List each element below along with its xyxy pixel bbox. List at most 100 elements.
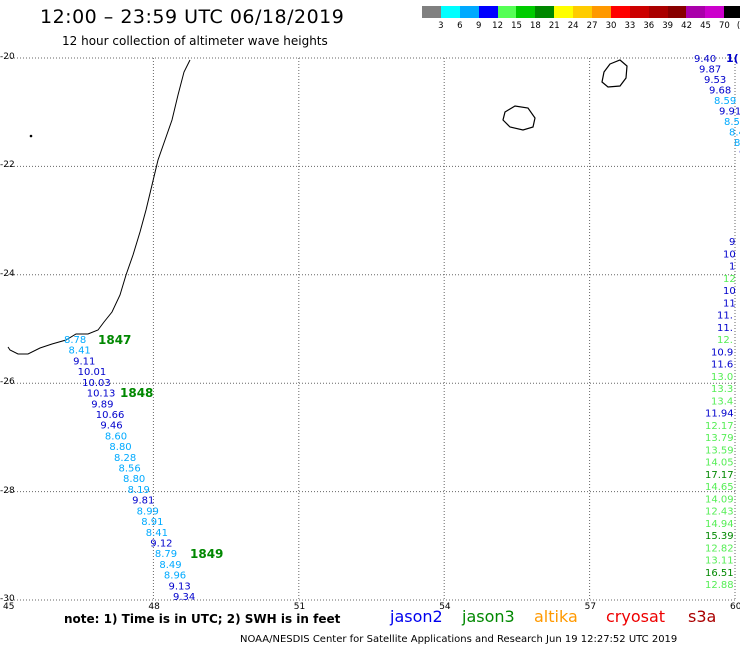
wave-height-label: 14.09	[705, 494, 734, 505]
wave-height-label: 9.81	[132, 496, 154, 507]
y-tick-label: -28	[0, 485, 15, 496]
satellite-label-s3a: s3a	[688, 607, 717, 626]
legend-swatch	[648, 6, 668, 18]
wave-height-label: 9.34	[173, 592, 195, 603]
wave-height-label: 8.80	[123, 474, 145, 485]
wave-height-label: 8.41	[69, 346, 91, 357]
wave-height-label: 8.59	[714, 96, 736, 107]
wave-height-label: 1	[729, 262, 735, 273]
wave-height-label: 9.40	[694, 54, 716, 65]
legend-swatch	[516, 6, 536, 18]
y-tick-label: -20	[0, 52, 15, 62]
wave-height-label: 8.28	[114, 453, 136, 464]
footer-note: note: 1) Time is in UTC; 2) SWH is in fe…	[64, 612, 341, 626]
wave-height-label: 13.3	[711, 384, 733, 395]
x-tick-label: 60	[730, 602, 740, 612]
wave-height-label: 9	[729, 237, 735, 248]
legend-label: 12	[492, 21, 504, 31]
y-tick-label: -30	[0, 594, 15, 604]
coastline	[7, 59, 191, 355]
legend-swatch	[629, 6, 649, 18]
wave-height-label: 10.03	[82, 378, 111, 389]
wave-height-label: 9.11	[73, 356, 95, 367]
color-legend	[422, 6, 740, 18]
legend-swatch	[554, 6, 574, 18]
wave-height-label: 14.05	[705, 458, 734, 469]
satellite-label-altika: altika	[534, 607, 578, 626]
wave-height-label: 8.54	[724, 117, 740, 128]
legend-swatch	[686, 6, 706, 18]
mauritius-island	[601, 59, 628, 88]
wave-height-label: 9.12	[150, 538, 172, 549]
wave-height-label: 1(	[726, 52, 739, 65]
wave-height-label: 14.65	[705, 482, 734, 493]
wave-height-label: 9.46	[100, 421, 122, 432]
legend-label: 15	[511, 21, 522, 31]
wave-height-labels: 8.788.419.1110.0110.0310.139.8910.669.46…	[64, 52, 740, 603]
legend-swatch	[610, 6, 630, 18]
wave-height-label: 8.	[734, 138, 740, 149]
wave-height-label: 15.39	[705, 531, 734, 542]
small-island	[29, 134, 33, 138]
wave-height-label: 13.79	[705, 433, 734, 444]
wave-height-label: 9.68	[709, 86, 731, 97]
reunion-island	[502, 105, 536, 131]
legend-label: 9	[475, 21, 482, 31]
wave-height-label: 9.53	[704, 75, 726, 86]
legend-swatch	[422, 6, 441, 18]
x-tick-label: 57	[584, 602, 597, 612]
wave-height-label: 8.56	[119, 464, 141, 475]
wave-height-label: 10	[723, 286, 736, 297]
legend-swatch	[459, 6, 479, 18]
wave-height-label: 9.13	[168, 581, 190, 592]
wave-height-label: 8.4	[729, 128, 740, 139]
wave-height-label: 10.66	[96, 410, 125, 421]
wave-height-label: 13.4	[711, 396, 733, 407]
islands	[29, 59, 628, 138]
satellite-label-jason2: jason2	[390, 607, 443, 626]
legend-label: 27	[586, 21, 598, 31]
wave-height-label: 8.41	[146, 528, 168, 539]
legend-label: 18	[529, 21, 541, 31]
legend-swatch	[478, 6, 498, 18]
wave-height-label: 16.51	[705, 568, 734, 579]
wave-height-label: 13.59	[705, 445, 734, 456]
legend-swatch	[592, 6, 611, 18]
wave-height-label: 8.78	[64, 335, 86, 346]
x-tick-label: 48	[148, 602, 160, 612]
legend-label: 21	[548, 21, 560, 31]
legend-swatch	[667, 6, 687, 18]
wave-height-label: 10.01	[78, 367, 107, 378]
time-label: 1848	[120, 386, 153, 400]
wave-height-label: 11.94	[705, 409, 734, 420]
legend-label: 39	[662, 21, 674, 31]
legend-label: 33	[624, 21, 636, 31]
x-tick-label: 45	[3, 602, 15, 612]
wave-height-label: 10	[723, 249, 736, 260]
wave-height-label: 11.	[717, 311, 733, 322]
legend-swatch	[573, 6, 593, 18]
x-tick-label: 54	[439, 602, 451, 612]
wave-height-label: 8.99	[137, 506, 159, 517]
wave-height-label: 11.	[717, 323, 733, 334]
wave-height-label: 9.89	[91, 399, 113, 410]
wave-height-label: 10.13	[87, 389, 116, 400]
legend-label: 45	[700, 21, 711, 31]
legend-swatch	[535, 6, 555, 18]
wave-height-label: 8.60	[105, 431, 127, 442]
legend-label: 42	[681, 21, 693, 31]
legend-swatch	[497, 6, 517, 18]
wave-height-label: 12	[723, 274, 736, 285]
time-label: 1849	[190, 547, 223, 561]
wave-height-label: 12.82	[705, 543, 734, 554]
wave-height-label: 12.	[717, 335, 733, 346]
legend-label: 30	[605, 21, 617, 31]
satellite-label-cryosat: cryosat	[606, 607, 666, 626]
wave-height-label: 9.87	[699, 65, 721, 76]
page-title: 12:00 – 23:59 UTC 06/18/2019	[40, 6, 345, 28]
legend-label: 24	[567, 21, 579, 31]
legend-label: 6	[457, 21, 463, 31]
wave-height-label: 14.94	[705, 519, 734, 530]
